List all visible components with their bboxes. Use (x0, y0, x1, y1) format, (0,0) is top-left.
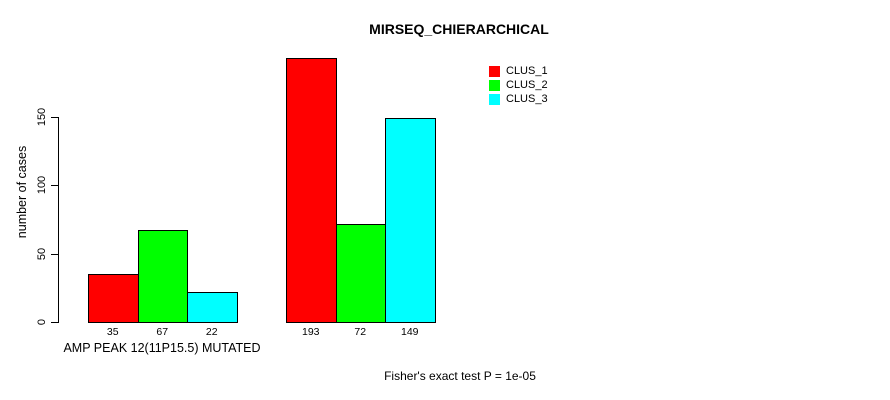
y-axis-tick-label: 100 (36, 176, 48, 195)
legend: CLUS_1 CLUS_2 CLUS_3 (489, 65, 548, 107)
bar-value-label: 67 (156, 326, 169, 338)
y-axis-tick-label: 50 (36, 247, 48, 260)
legend-swatch-clus_3 (489, 93, 500, 105)
bar-value-label: 149 (400, 326, 419, 338)
legend-swatch-clus_2 (489, 79, 500, 91)
y-axis-line (58, 117, 59, 323)
y-axis-tick-label: 0 (36, 318, 48, 326)
y-axis-tick-label: 150 (36, 107, 48, 127)
chart-title: MIRSEQ_CHIERARCHICAL (369, 21, 549, 37)
legend-label: CLUS_3 (506, 93, 548, 105)
legend-swatch-clus_1 (489, 65, 500, 77)
fisher-test-annotation: Fisher's exact test P = 1e-05 (384, 369, 536, 383)
y-axis-tick (51, 185, 58, 187)
bar-clus_3-group1 (187, 291, 238, 323)
bar-clus_1-group1 (88, 274, 139, 323)
bar-clus_2-group1 (137, 230, 188, 323)
y-axis-tick (51, 322, 58, 323)
bar-value-label: 193 (301, 326, 320, 338)
y-axis-label: number of cases (15, 145, 29, 239)
bar-value-label: 35 (106, 326, 119, 338)
x-axis-label: AMP PEAK 12(11P15.5) MUTATED (63, 341, 261, 355)
bar-clus_3-group2 (385, 118, 436, 323)
legend-label: CLUS_2 (506, 79, 548, 91)
bar-clus_1-group2 (286, 58, 337, 323)
legend-item-clus_3: CLUS_3 (489, 93, 548, 105)
y-axis-tick (51, 253, 58, 255)
bar-value-label: 22 (205, 326, 218, 338)
legend-item-clus_2: CLUS_2 (489, 79, 548, 91)
legend-item-clus_1: CLUS_1 (489, 65, 548, 77)
bar-clus_2-group2 (335, 223, 386, 323)
y-axis-tick (51, 117, 58, 118)
bar-value-label: 72 (354, 326, 367, 338)
legend-label: CLUS_1 (506, 65, 548, 77)
